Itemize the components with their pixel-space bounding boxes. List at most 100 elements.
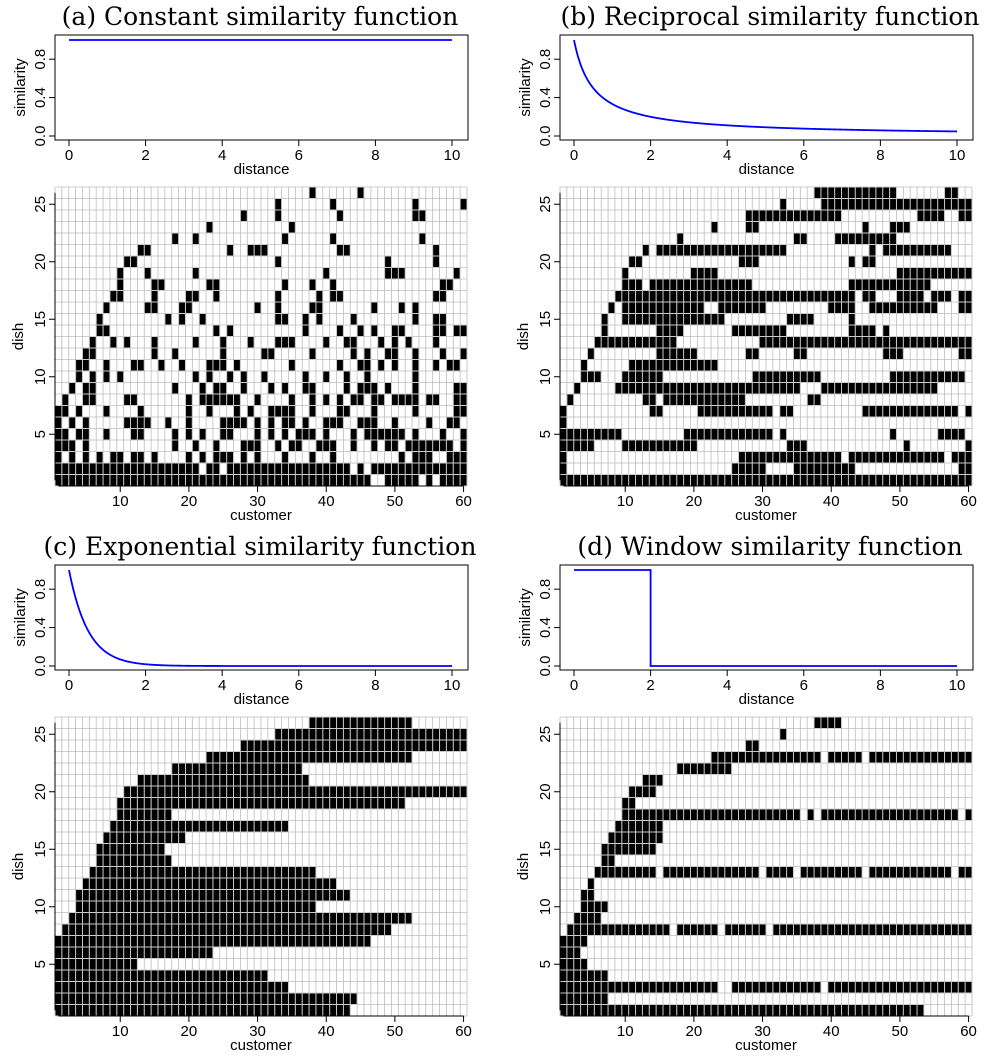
dish-cell <box>55 452 62 463</box>
dish-cell <box>690 475 697 486</box>
dish-cell <box>759 383 766 394</box>
dish-cell <box>896 222 903 233</box>
dish-cell <box>629 337 636 348</box>
dish-cell <box>745 463 752 474</box>
dish-cell <box>433 440 440 451</box>
y-tick-label: 25 <box>537 196 554 213</box>
plot-frame <box>559 564 974 671</box>
dish-cell <box>965 924 972 935</box>
dish-cell <box>965 210 972 221</box>
dish-cell <box>206 821 213 832</box>
dish-cell <box>855 752 862 763</box>
dish-cell <box>807 210 814 221</box>
dish-cell <box>295 890 302 901</box>
dish-cell <box>440 348 446 359</box>
dish-cell <box>931 924 938 935</box>
dish-cell <box>574 440 581 451</box>
dish-cell <box>76 890 82 901</box>
dish-cell <box>869 752 876 763</box>
dish-cell <box>124 970 131 981</box>
dish-cell <box>405 440 412 451</box>
dish-cell <box>800 924 807 935</box>
dish-cell <box>385 786 391 797</box>
dish-cell <box>793 348 800 359</box>
dish-cell <box>179 463 185 474</box>
dish-cell <box>642 245 649 256</box>
dish-cell <box>261 913 268 924</box>
dish-cell <box>69 463 76 474</box>
dish-cell <box>732 809 739 820</box>
dish-cell <box>814 371 821 382</box>
dish-cell <box>890 752 896 763</box>
dish-cell <box>453 463 460 474</box>
dish-cell <box>574 993 581 1004</box>
dish-cell <box>718 302 725 313</box>
dish-cell <box>103 371 110 382</box>
dish-cell <box>793 475 800 486</box>
dish-cell <box>684 245 690 256</box>
dish-cell <box>601 993 608 1004</box>
dish-cell <box>165 901 172 912</box>
dish-cell <box>247 775 254 786</box>
x-tick-label: 8 <box>371 677 379 694</box>
dish-cell <box>282 993 288 1004</box>
dish-cell <box>240 775 247 786</box>
dish-cell <box>185 786 192 797</box>
x-tick-label: 40 <box>318 1023 335 1040</box>
dish-cell <box>787 924 793 935</box>
dish-cell <box>835 867 842 878</box>
dish-cell <box>656 302 663 313</box>
dish-cell <box>656 775 663 786</box>
dish-cell <box>350 348 357 359</box>
dish-cell <box>199 924 206 935</box>
dish-cell <box>144 417 151 428</box>
dish-cell <box>835 291 842 302</box>
dish-cell <box>807 809 814 820</box>
dish-cell <box>254 740 261 751</box>
dish-cell <box>440 786 446 797</box>
dish-cell <box>739 383 745 394</box>
dish-cell <box>608 844 615 855</box>
dish-cell <box>302 775 309 786</box>
dish-cell <box>179 867 185 878</box>
dish-cell <box>649 440 656 451</box>
dish-cell <box>282 752 288 763</box>
dish-cell <box>752 809 759 820</box>
dish-cell <box>151 798 158 809</box>
dish-cell <box>958 429 965 440</box>
dish-cell <box>254 924 261 935</box>
dish-cell <box>295 798 302 809</box>
dish-cell <box>883 233 890 244</box>
dish-cell <box>649 314 656 325</box>
dish-cell <box>828 475 835 486</box>
dish-cell <box>807 452 814 463</box>
dish-cell <box>288 440 295 451</box>
dish-cell <box>234 867 240 878</box>
dish-cell <box>137 970 144 981</box>
dish-cell <box>405 394 412 405</box>
y-tick-label: 25 <box>32 726 49 743</box>
dish-cell <box>732 406 739 417</box>
dish-cell <box>165 417 172 428</box>
dish-cell <box>323 798 330 809</box>
dish-cell <box>718 245 725 256</box>
dish-cell <box>862 187 869 198</box>
dish-cell <box>718 314 725 325</box>
dish-cell <box>574 383 581 394</box>
dish-cell <box>213 993 220 1004</box>
dish-cell <box>323 936 330 947</box>
dish-cell <box>302 463 309 474</box>
dish-cell <box>247 924 254 935</box>
dish-cell <box>684 429 690 440</box>
dish-cell <box>965 337 972 348</box>
dish-cell <box>828 302 835 313</box>
dish-cell <box>179 982 185 993</box>
dish-cell <box>240 982 247 993</box>
dish-cell <box>275 867 282 878</box>
dish-cell <box>309 729 316 740</box>
dish-cell <box>828 199 835 210</box>
dish-cell <box>337 394 343 405</box>
dish-cell <box>453 325 460 336</box>
dish-cell <box>766 752 773 763</box>
